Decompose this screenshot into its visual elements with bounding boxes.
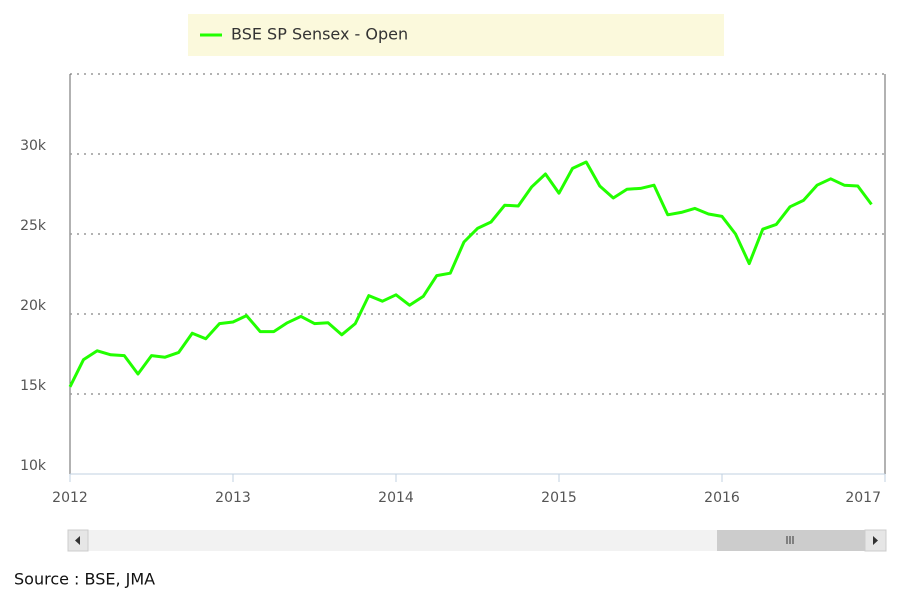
x-tick-label: 2017 [845,490,881,506]
grip-icon [786,536,794,544]
arrow-icon [873,536,878,545]
source-note: Source : BSE, JMA [14,570,155,589]
x-tick-label: 2013 [215,490,251,506]
data-line [68,160,873,388]
y-tick-label: 15k [20,378,47,394]
scrollbar[interactable] [67,529,887,552]
y-tick-label: 10k [20,458,47,474]
legend-box [188,14,724,56]
x-tick-label: 2012 [52,490,88,506]
arrow-icon [75,536,80,545]
x-tick-label: 2016 [704,490,740,506]
scrollbar-track[interactable] [68,530,886,551]
y-tick-label: 25k [20,218,47,234]
x-tick-label: 2015 [541,490,577,506]
y-tick-label: 20k [20,298,47,314]
scrollbar-thumb[interactable] [717,530,865,551]
legend-label[interactable]: BSE SP Sensex - Open [231,25,408,44]
y-tick-label: 30k [20,138,47,154]
x-tick-label: 2014 [378,490,414,506]
